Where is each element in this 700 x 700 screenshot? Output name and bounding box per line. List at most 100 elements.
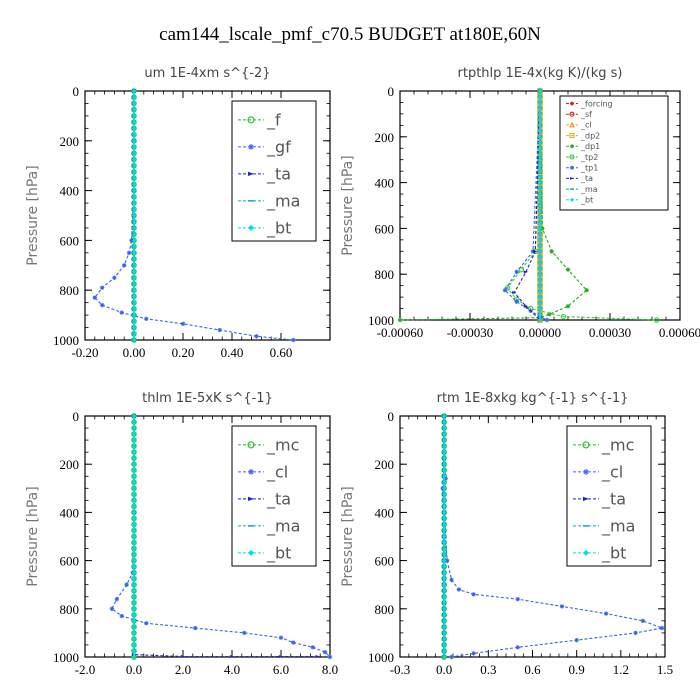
- marker-diamond: [441, 576, 447, 581]
- marker-star: [547, 312, 552, 317]
- marker-diamond: [131, 600, 137, 605]
- legend-item: _bt: [238, 544, 291, 564]
- y-axis-label: Pressure [hPa]: [340, 155, 356, 255]
- marker-diamond: [131, 443, 137, 449]
- marker-diamond: [131, 618, 137, 624]
- marker-star: [603, 611, 609, 616]
- legend-item: _forcing: [566, 99, 613, 108]
- legend-label: _ma: [601, 517, 635, 537]
- chart-title: rtpthlp 1E-4x(kg K)/(kg s): [458, 66, 623, 81]
- marker-star: [322, 649, 328, 655]
- marker-diamond: [131, 606, 137, 611]
- legend-item: _bt: [566, 196, 593, 205]
- marker-arrow: [512, 290, 517, 295]
- x-tick-label: 2.0: [175, 662, 191, 677]
- legend-label: _cl: [266, 463, 288, 483]
- marker-circle: [569, 111, 575, 117]
- x-tick-label: -0.20: [71, 345, 98, 360]
- marker-star: [471, 592, 476, 597]
- y-tick-label: 600: [60, 554, 80, 569]
- marker-star: [92, 295, 97, 300]
- marker-diamond: [248, 224, 254, 231]
- marker-diamond: [131, 552, 137, 557]
- x-tick-label: 6.0: [273, 662, 289, 677]
- series-line: [506, 90, 657, 321]
- marker-diamond: [131, 300, 137, 305]
- marker-star: [659, 625, 665, 631]
- marker-diamond: [131, 480, 137, 485]
- marker-diamond: [441, 449, 447, 455]
- marker-diamond: [131, 113, 137, 119]
- marker-star: [570, 144, 574, 149]
- marker-diamond: [131, 169, 137, 175]
- x-tick-label: 0.0: [126, 662, 142, 677]
- x-tick-label: 4.0: [224, 662, 240, 677]
- marker-diamond: [131, 462, 137, 467]
- marker-diamond: [131, 654, 137, 660]
- marker-diamond: [441, 588, 447, 593]
- legend-item: _cl: [566, 121, 592, 130]
- marker-diamond: [131, 312, 137, 318]
- marker-diamond: [441, 443, 447, 449]
- marker-diamond: [131, 594, 137, 599]
- marker-diamond: [537, 231, 543, 237]
- legend-label: _bt: [266, 544, 291, 564]
- legend-box: [231, 100, 317, 242]
- y-tick-label: 1000: [368, 313, 394, 328]
- series-gf: [92, 88, 296, 343]
- marker-diamond: [131, 250, 137, 256]
- marker-star: [471, 651, 476, 656]
- marker-diamond: [537, 237, 543, 243]
- marker-star: [570, 165, 574, 170]
- legend-item: _cl: [573, 463, 623, 483]
- legend-item: _mc: [573, 436, 634, 456]
- marker-diamond: [441, 528, 447, 533]
- y-tick-label: 1000: [53, 333, 79, 348]
- marker-diamond: [131, 325, 137, 330]
- legend-item: _ma: [238, 192, 300, 212]
- marker-diamond: [248, 549, 254, 556]
- y-axis-label: Pressure [hPa]: [25, 165, 41, 265]
- marker-star: [570, 101, 574, 106]
- y-tick-label: 800: [60, 283, 80, 298]
- marker-diamond: [441, 594, 447, 599]
- marker-star: [99, 302, 105, 308]
- legend-label: _sf: [580, 110, 592, 119]
- marker-star: [502, 288, 508, 293]
- marker-star: [193, 625, 198, 631]
- y-axis-label: Pressure [hPa]: [340, 486, 356, 586]
- marker-diamond: [131, 275, 137, 280]
- marker-star: [112, 275, 117, 280]
- y-tick-label: 800: [375, 602, 395, 617]
- marker-diamond: [441, 486, 447, 491]
- marker-diamond: [537, 272, 543, 277]
- chart-panel-4: rtm 1E-8xkg kg^{-1} s^{-1} Pressure [hPa]…: [340, 391, 673, 677]
- marker-star: [514, 299, 519, 304]
- marker-diamond: [570, 197, 574, 202]
- marker-arrow: [523, 304, 529, 308]
- y-tick-label: 1000: [368, 650, 394, 665]
- y-tick-label: 0: [73, 84, 80, 99]
- marker-diamond: [131, 126, 137, 131]
- x-tick-label: 0.20: [172, 345, 195, 360]
- marker-diamond: [131, 564, 137, 569]
- marker-diamond: [131, 188, 137, 193]
- marker-star: [99, 285, 105, 290]
- legend-item: _ta: [238, 490, 291, 510]
- marker-star: [565, 267, 571, 272]
- marker-diamond: [131, 642, 137, 648]
- marker-star: [514, 269, 519, 275]
- marker-diamond: [441, 474, 447, 479]
- marker-diamond: [441, 582, 447, 587]
- marker-star: [124, 582, 129, 587]
- legend-label: _gf: [266, 138, 291, 158]
- marker-diamond: [131, 194, 137, 200]
- marker-diamond: [441, 570, 447, 575]
- marker-diamond: [441, 600, 447, 605]
- marker-star: [515, 596, 520, 602]
- marker-diamond: [441, 636, 447, 642]
- legend-label: _ta: [601, 490, 626, 510]
- marker-circle: [653, 317, 660, 323]
- marker-diamond: [537, 146, 543, 151]
- marker-star: [549, 249, 554, 254]
